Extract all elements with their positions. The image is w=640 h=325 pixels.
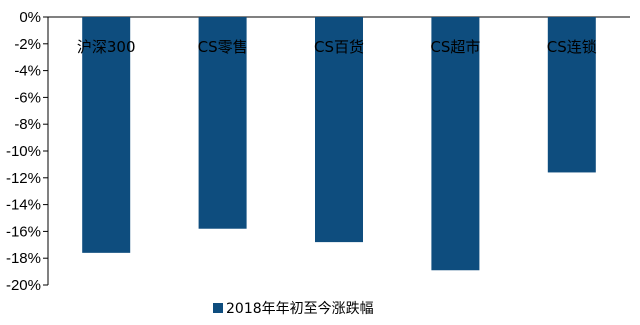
y-tick-label: -14% [6, 197, 41, 214]
legend: 2018年年初至今涨跌幅 [213, 300, 374, 317]
y-tick-label: -12% [6, 170, 41, 187]
y-tick-label: 0% [19, 9, 41, 26]
bar [82, 17, 131, 253]
y-tick-label: -16% [6, 223, 41, 240]
y-tick-label: -18% [6, 250, 41, 267]
y-tick-label: -6% [14, 89, 41, 106]
category-label: CS百货 [314, 38, 364, 56]
bar [431, 17, 480, 271]
y-tick-label: -20% [6, 277, 41, 294]
category-label: CS零售 [198, 38, 248, 56]
bar [198, 17, 247, 229]
bar [547, 17, 596, 173]
y-axis: 0% -2% -4% -6% -8% -10% -12% -14% -16% -18% -20% [6, 9, 630, 294]
category-label: 沪深300 [77, 38, 136, 56]
category-label: CS连锁 [547, 38, 597, 56]
y-tick-label: -10% [6, 143, 41, 160]
y-tick-label: -4% [14, 63, 41, 80]
category-labels: 沪深300 CS零售 CS百货 CS超市 CS连锁 [77, 38, 597, 56]
y-tick-label: -8% [14, 116, 41, 133]
bar [315, 17, 363, 243]
legend-swatch [213, 303, 223, 313]
legend-label: 2018年年初至今涨跌幅 [226, 300, 374, 317]
bar-series [82, 17, 596, 271]
y-tick-label: -2% [14, 36, 41, 53]
category-label: CS超市 [430, 38, 480, 56]
